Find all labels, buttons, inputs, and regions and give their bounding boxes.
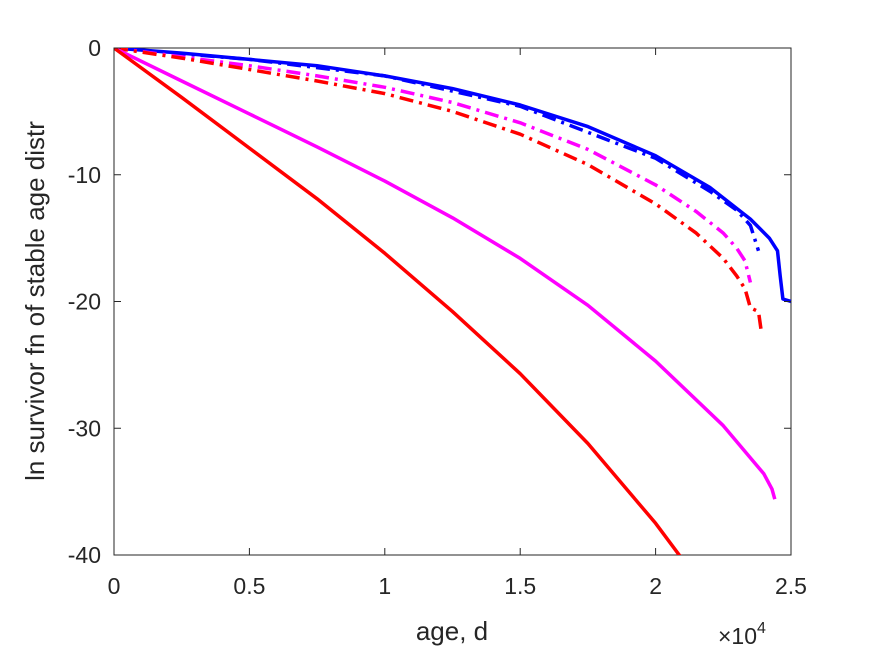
series-line-4 bbox=[114, 48, 763, 331]
plot-area bbox=[113, 47, 792, 556]
x-tick-label: 0.5 bbox=[233, 573, 265, 599]
x-tick-label: 1 bbox=[378, 573, 391, 599]
y-tick-label: -20 bbox=[68, 289, 101, 315]
series-line-6 bbox=[114, 48, 682, 555]
x-tick-label: 2.5 bbox=[775, 573, 807, 599]
x-tick-label: 2 bbox=[649, 573, 662, 599]
x-exponent-label: ×104 bbox=[718, 620, 766, 649]
x-exponent-power: 4 bbox=[757, 620, 766, 637]
x-axis: 0 0.5 1 1.5 2 2.5 bbox=[108, 48, 807, 599]
series-line-2 bbox=[114, 48, 761, 252]
x-exponent-base: ×10 bbox=[718, 623, 757, 649]
x-tick-label: 0 bbox=[108, 573, 121, 599]
x-axis-label: age, d bbox=[416, 616, 488, 646]
x-tick-label: 1.5 bbox=[504, 573, 536, 599]
series-line-5 bbox=[114, 48, 777, 500]
y-axis: -40 -30 -20 -10 0 bbox=[68, 35, 791, 568]
y-axis-label: ln survivor fn of stable age distr bbox=[20, 121, 50, 481]
y-tick-label: 0 bbox=[88, 35, 101, 61]
y-tick-label: -40 bbox=[68, 542, 101, 568]
y-tick-label: -30 bbox=[68, 415, 101, 441]
series-line-1 bbox=[114, 48, 791, 304]
series-line-3 bbox=[114, 48, 753, 283]
y-tick-label: -10 bbox=[68, 162, 101, 188]
series-layer bbox=[114, 48, 791, 555]
